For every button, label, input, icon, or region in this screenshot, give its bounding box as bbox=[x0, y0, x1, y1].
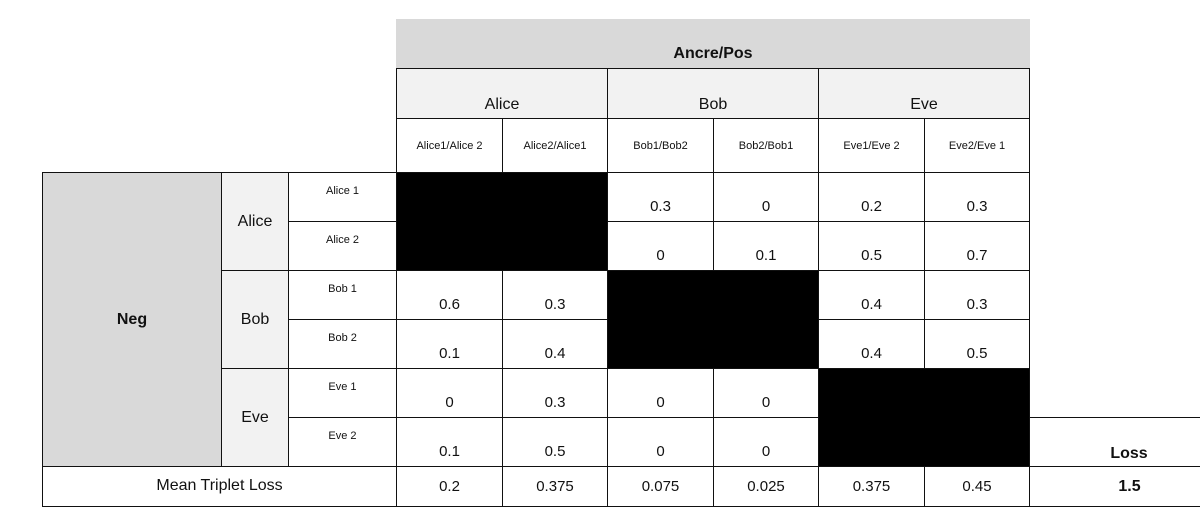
masked-block-bob bbox=[607, 270, 819, 369]
mean-loss-cell: 0.375 bbox=[818, 466, 925, 507]
mean-loss-cell: 0.075 bbox=[607, 466, 714, 507]
value-cell: 0.3 bbox=[924, 270, 1030, 320]
mean-loss-cell: 0.45 bbox=[924, 466, 1030, 507]
value-cell: 0.2 bbox=[818, 172, 925, 222]
value-cell: 0.7 bbox=[924, 221, 1030, 271]
value-cell: 0.6 bbox=[396, 270, 503, 320]
col-pair-4: Bob2/Bob1 bbox=[713, 118, 819, 173]
value-cell: 0.4 bbox=[502, 319, 608, 369]
value-cell: 0.3 bbox=[924, 172, 1030, 222]
row-sample-2: Alice 2 bbox=[288, 221, 397, 271]
col-group-alice: Alice bbox=[396, 68, 608, 119]
row-sample-4: Bob 2 bbox=[288, 319, 397, 369]
value-cell: 0.1 bbox=[713, 221, 819, 271]
row-neg-label: Neg bbox=[42, 172, 222, 467]
row-sample-3: Bob 1 bbox=[288, 270, 397, 320]
mean-loss-cell: 0.375 bbox=[502, 466, 608, 507]
value-cell: 0.3 bbox=[607, 172, 714, 222]
value-cell: 0 bbox=[713, 417, 819, 467]
value-cell: 0.1 bbox=[396, 417, 503, 467]
row-sample-6: Eve 2 bbox=[288, 417, 397, 467]
row-group-alice: Alice bbox=[221, 172, 289, 271]
col-pair-5: Eve1/Eve 2 bbox=[818, 118, 925, 173]
value-cell: 0.5 bbox=[818, 221, 925, 271]
value-cell: 0 bbox=[607, 417, 714, 467]
mean-loss-cell: 0.2 bbox=[396, 466, 503, 507]
value-cell: 0 bbox=[396, 368, 503, 418]
masked-block-alice bbox=[396, 172, 608, 271]
row-group-bob: Bob bbox=[221, 270, 289, 369]
row-group-eve: Eve bbox=[221, 368, 289, 467]
value-cell: 0 bbox=[713, 368, 819, 418]
value-cell: 0.4 bbox=[818, 319, 925, 369]
col-group-eve: Eve bbox=[818, 68, 1030, 119]
value-cell: 0.5 bbox=[502, 417, 608, 467]
value-cell: 0.3 bbox=[502, 368, 608, 418]
loss-value: 1.5 bbox=[1029, 466, 1200, 507]
value-cell: 0 bbox=[607, 221, 714, 271]
mean-loss-label: Mean Triplet Loss bbox=[42, 466, 397, 507]
col-group-bob: Bob bbox=[607, 68, 819, 119]
masked-block-eve bbox=[818, 368, 1030, 467]
row-sample-1: Alice 1 bbox=[288, 172, 397, 222]
value-cell: 0 bbox=[607, 368, 714, 418]
loss-label: Loss bbox=[1029, 417, 1200, 467]
row-sample-5: Eve 1 bbox=[288, 368, 397, 418]
value-cell: 0.3 bbox=[502, 270, 608, 320]
value-cell: 0.1 bbox=[396, 319, 503, 369]
header-title: Ancre/Pos bbox=[396, 19, 1030, 69]
col-pair-2: Alice2/Alice1 bbox=[502, 118, 608, 173]
mean-loss-cell: 0.025 bbox=[713, 466, 819, 507]
col-pair-3: Bob1/Bob2 bbox=[607, 118, 714, 173]
col-pair-1: Alice1/Alice 2 bbox=[396, 118, 503, 173]
value-cell: 0 bbox=[713, 172, 819, 222]
col-pair-6: Eve2/Eve 1 bbox=[924, 118, 1030, 173]
value-cell: 0.4 bbox=[818, 270, 925, 320]
value-cell: 0.5 bbox=[924, 319, 1030, 369]
